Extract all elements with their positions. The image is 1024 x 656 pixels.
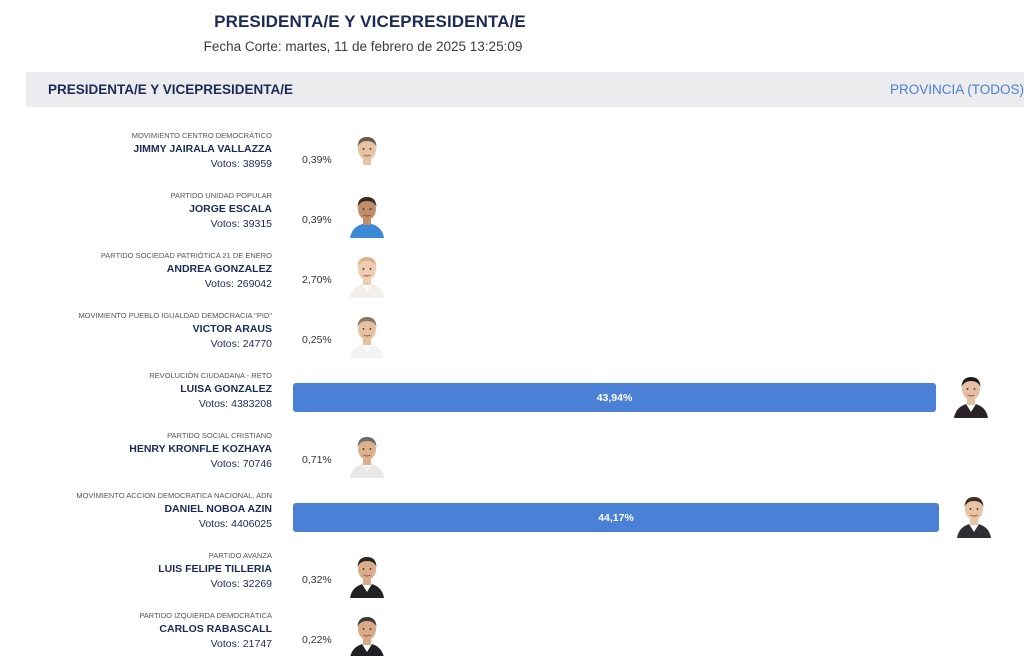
candidate-name: LUIS FELIPE TILLERIA [158,563,272,575]
vote-percentage: 0,71% [302,454,332,466]
votes-number: 24770 [242,338,272,350]
candidate-row: MOVIMIENTO CENTRO DEMOCRÁTICO JIMMY JAIRA… [0,130,1024,190]
votes-label: Votos: [210,218,240,230]
candidate-photo [348,252,386,298]
candidate-photo [348,192,386,238]
candidate-row: MOVIMIENTO ACCION DEMOCRATICA NACIONAL, … [0,490,1024,550]
page-title: PRESIDENTA/E Y VICEPRESIDENTA/E [214,12,526,31]
party-name: PARTIDO IZQUIERDA DEMOCRÁTICA [139,611,272,620]
candidate-name: VICTOR ARAUS [192,323,272,335]
vote-count: Votos: 39315 [171,216,272,232]
votes-number: 269042 [236,278,272,290]
candidate-name: JIMMY JAIRALA VALLAZZA [133,143,272,155]
section-title: PRESIDENTA/E Y VICEPRESIDENTA/E [48,82,294,97]
votes-number: 4383208 [231,398,272,410]
vote-percentage: 0,39% [302,154,332,166]
candidate-info: PARTIDO UNIDAD POPULAR JORGE ESCALA Votos:… [171,190,272,232]
cut-date: Fecha Corte: martes, 11 de febrero de 20… [203,39,523,54]
vote-count: Votos: 4383208 [149,396,272,412]
candidate-name: HENRY KRONFLE KOZHAYA [129,443,272,455]
votes-number: 4406025 [231,518,272,530]
party-name: PARTIDO UNIDAD POPULAR [170,191,272,200]
vote-count: Votos: 24770 [78,336,272,352]
votes-label: Votos: [210,458,240,470]
candidate-info: MOVIMIENTO PUEBLO IGUALDAD DEMOCRACIA "P… [78,310,272,352]
vote-share-bar: 44,17% [293,503,939,532]
votes-number: 38959 [242,158,272,170]
votes-label: Votos: [210,338,240,350]
party-name: MOVIMIENTO PUEBLO IGUALDAD DEMOCRACIA "P… [78,311,272,320]
candidate-photo [955,492,993,538]
vote-percentage: 0,39% [302,214,332,226]
party-name: PARTIDO AVANZA [208,551,272,560]
votes-label: Votos: [198,398,229,410]
party-name: MOVIMIENTO ACCION DEMOCRATICA NACIONAL, … [76,491,272,500]
candidate-photo [348,312,386,358]
vote-percentage: 0,32% [302,574,332,586]
candidate-info: PARTIDO AVANZA LUIS FELIPE TILLERIA Votos:… [158,550,272,592]
vote-percentage: 2,70% [302,274,332,286]
vote-share-bar: 43,94% [293,383,936,412]
candidate-name: CARLOS RABASCALL [159,623,272,635]
votes-number: 70746 [242,458,272,470]
candidate-row: PARTIDO SOCIEDAD PATRIÓTICA 21 DE ENERO A… [0,250,1024,310]
votes-label: Votos: [210,638,240,650]
candidate-photo [348,552,386,598]
vote-count: Votos: 21747 [139,636,272,652]
candidate-info: PARTIDO IZQUIERDA DEMOCRÁTICA CARLOS RABA… [139,610,272,652]
party-name: PARTIDO SOCIEDAD PATRIÓTICA 21 DE ENERO [100,251,272,260]
votes-label: Votos: [210,578,240,590]
candidate-row: MOVIMIENTO PUEBLO IGUALDAD DEMOCRACIA "P… [0,310,1024,370]
party-name: REVOLUCIÓN CIUDADANA - RETO [149,371,272,380]
candidate-name: DANIEL NOBOA AZIN [164,503,272,515]
party-name: PARTIDO SOCIAL CRISTIANO [167,431,272,440]
candidate-info: MOVIMIENTO CENTRO DEMOCRÁTICO JIMMY JAIRA… [132,130,272,172]
votes-number: 32269 [242,578,272,590]
candidate-photo [348,612,386,656]
candidate-name: LUISA GONZALEZ [180,383,272,395]
votes-number: 39315 [242,218,272,230]
candidate-info: PARTIDO SOCIAL CRISTIANO HENRY KRONFLE KO… [129,430,272,472]
candidate-info: MOVIMIENTO ACCION DEMOCRATICA NACIONAL, … [76,490,272,532]
votes-label: Votos: [198,518,229,530]
candidate-photo [952,372,990,418]
vote-count: Votos: 70746 [129,456,272,472]
candidate-name: ANDREA GONZALEZ [166,263,272,275]
candidate-row: PARTIDO AVANZA LUIS FELIPE TILLERIA Votos:… [0,550,1024,610]
party-name: MOVIMIENTO CENTRO DEMOCRÁTICO [131,131,272,140]
vote-count: Votos: 32269 [158,576,272,592]
vote-percentage: 0,22% [302,634,332,646]
candidate-photo [348,432,386,478]
candidate-photo [348,132,386,178]
candidate-row: PARTIDO UNIDAD POPULAR JORGE ESCALA Votos:… [0,190,1024,250]
candidate-info: PARTIDO SOCIEDAD PATRIÓTICA 21 DE ENERO A… [101,250,272,292]
section-header: PRESIDENTA/E Y VICEPRESIDENTA/E PROVINCI… [26,72,1024,107]
candidate-row: PARTIDO SOCIAL CRISTIANO HENRY KRONFLE KO… [0,430,1024,490]
votes-label: Votos: [210,158,240,170]
candidate-row: REVOLUCIÓN CIUDADANA - RETO LUISA GONZALE… [0,370,1024,430]
candidate-info: REVOLUCIÓN CIUDADANA - RETO LUISA GONZALE… [149,370,272,412]
vote-count: Votos: 38959 [132,156,272,172]
vote-count: Votos: 269042 [101,276,272,292]
candidate-name: JORGE ESCALA [189,203,272,215]
candidate-row: PARTIDO IZQUIERDA DEMOCRÁTICA CARLOS RABA… [0,610,1024,656]
votes-number: 21747 [242,638,272,650]
vote-count: Votos: 4406025 [76,516,272,532]
vote-percentage: 0,25% [302,334,332,346]
votes-label: Votos: [204,278,234,290]
province-filter-link[interactable]: PROVINCIA (TODOS) [889,82,1024,97]
